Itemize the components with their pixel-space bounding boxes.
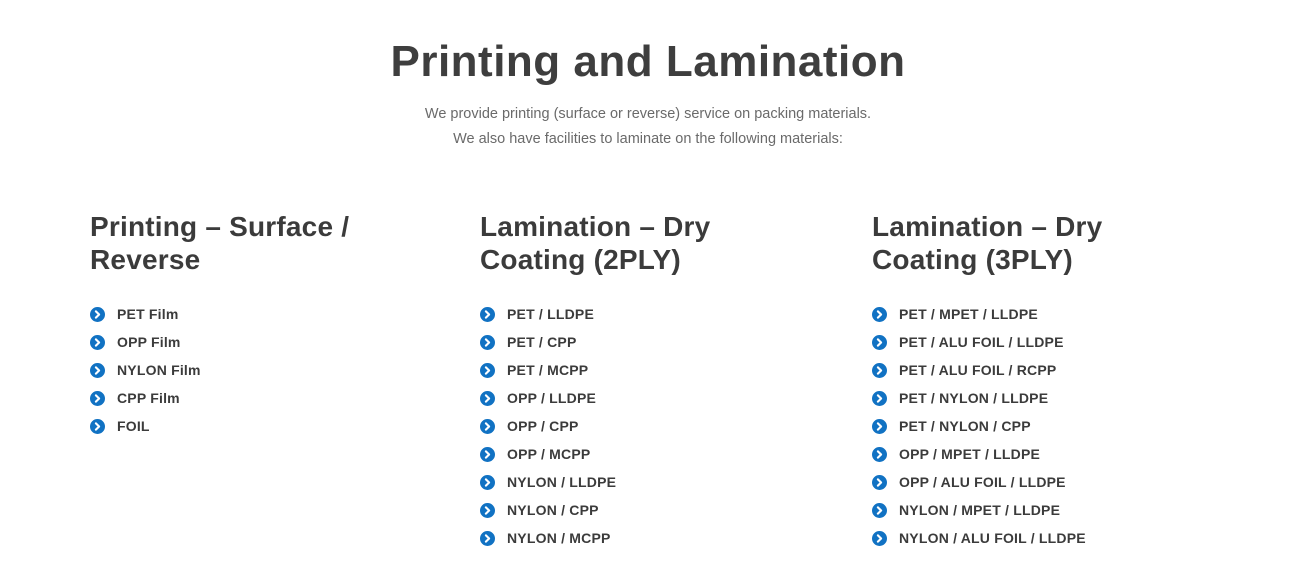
page-subtitle: We provide printing (surface or reverse)… [0, 102, 1296, 152]
page-title: Printing and Lamination [390, 37, 906, 86]
material-label: PET / NYLON / CPP [899, 418, 1031, 435]
chevron-circle-right-icon [872, 306, 887, 322]
chevron-circle-right-icon [480, 418, 495, 434]
list-item: FOIL [90, 412, 450, 440]
chevron-circle-right-icon [90, 306, 105, 322]
material-column-lamination-dry-coating-3ply: Lamination – Dry Coating (3PLY) PET / MPE… [872, 210, 1236, 552]
chevron-circle-right-icon [90, 362, 105, 378]
material-label: PET / MCPP [507, 362, 589, 379]
list-item: PET Film [90, 300, 450, 328]
list-item: PET / ALU FOIL / LLDPE [872, 328, 1206, 356]
material-label: OPP / ALU FOIL / LLDPE [899, 474, 1066, 491]
material-column-lamination-dry-coating-2ply: Lamination – Dry Coating (2PLY) PET / LLD… [480, 210, 872, 552]
material-label: OPP / MPET / LLDPE [899, 446, 1041, 463]
list-item: NYLON / MCPP [480, 524, 842, 552]
chevron-circle-right-icon [480, 334, 495, 350]
chevron-circle-right-icon [872, 418, 887, 434]
materials-columns: Printing – Surface / Reverse PET Film OPP … [90, 210, 1236, 552]
list-item: NYLON Film [90, 356, 450, 384]
material-label: OPP / MCPP [507, 446, 591, 463]
material-label: PET / MPET / LLDPE [899, 306, 1038, 323]
material-label: PET / LLDPE [507, 306, 594, 323]
column-heading: Lamination – Dry Coating (3PLY) [872, 211, 1103, 276]
chevron-circle-right-icon [872, 390, 887, 406]
material-label: OPP Film [117, 334, 181, 351]
material-label: NYLON / MPET / LLDPE [899, 502, 1061, 519]
list-item: PET / MCPP [480, 356, 842, 384]
material-label: OPP / LLDPE [507, 390, 597, 407]
subtitle-line-2: We also have facilities to laminate on t… [453, 131, 843, 148]
material-label: NYLON Film [117, 362, 201, 379]
list-item: PET / MPET / LLDPE [872, 300, 1206, 328]
material-label: PET / NYLON / LLDPE [899, 390, 1049, 407]
material-label: NYLON / CPP [507, 502, 599, 519]
material-label: PET Film [117, 306, 179, 323]
chevron-circle-right-icon [480, 390, 495, 406]
list-item: OPP / MCPP [480, 440, 842, 468]
chevron-circle-right-icon [480, 502, 495, 518]
list-item: OPP Film [90, 328, 450, 356]
list-item: CPP Film [90, 384, 450, 412]
subtitle-line-1: We provide printing (surface or reverse)… [424, 106, 872, 123]
chevron-circle-right-icon [90, 334, 105, 350]
material-label: NYLON / ALU FOIL / LLDPE [899, 530, 1086, 547]
list-item: OPP / LLDPE [480, 384, 842, 412]
list-item: OPP / ALU FOIL / LLDPE [872, 468, 1206, 496]
column-heading: Printing – Surface / Reverse [90, 211, 350, 276]
list-item: NYLON / ALU FOIL / LLDPE [872, 524, 1206, 552]
list-item: PET / CPP [480, 328, 842, 356]
material-label: NYLON / LLDPE [507, 474, 617, 491]
material-column-printing-surface-reverse: Printing – Surface / Reverse PET Film OPP … [90, 210, 480, 552]
chevron-circle-right-icon [480, 306, 495, 322]
chevron-circle-right-icon [872, 446, 887, 462]
list-item: PET / LLDPE [480, 300, 842, 328]
material-label: PET / ALU FOIL / LLDPE [899, 334, 1064, 351]
material-label: FOIL [117, 418, 150, 435]
material-list: PET Film OPP Film NYLON Film CPP Film FOIL [90, 300, 450, 440]
material-label: PET / CPP [507, 334, 577, 351]
chevron-circle-right-icon [872, 502, 887, 518]
list-item: PET / NYLON / CPP [872, 412, 1206, 440]
chevron-circle-right-icon [480, 474, 495, 490]
chevron-circle-right-icon [90, 418, 105, 434]
list-item: PET / ALU FOIL / RCPP [872, 356, 1206, 384]
chevron-circle-right-icon [872, 530, 887, 546]
material-list: PET / MPET / LLDPE PET / ALU FOIL / LLDPE… [872, 300, 1206, 552]
list-item: OPP / MPET / LLDPE [872, 440, 1206, 468]
column-heading: Lamination – Dry Coating (2PLY) [480, 211, 711, 276]
material-label: PET / ALU FOIL / RCPP [899, 362, 1057, 379]
chevron-circle-right-icon [872, 474, 887, 490]
chevron-circle-right-icon [90, 390, 105, 406]
list-item: NYLON / LLDPE [480, 468, 842, 496]
material-list: PET / LLDPE PET / CPP PET / MCPP OPP / LLDP… [480, 300, 842, 552]
chevron-circle-right-icon [480, 362, 495, 378]
material-label: CPP Film [117, 390, 180, 407]
material-label: OPP / CPP [507, 418, 579, 435]
chevron-circle-right-icon [872, 334, 887, 350]
chevron-circle-right-icon [872, 362, 887, 378]
chevron-circle-right-icon [480, 446, 495, 462]
chevron-circle-right-icon [480, 530, 495, 546]
list-item: NYLON / CPP [480, 496, 842, 524]
list-item: NYLON / MPET / LLDPE [872, 496, 1206, 524]
list-item: PET / NYLON / LLDPE [872, 384, 1206, 412]
material-label: NYLON / MCPP [507, 530, 611, 547]
hero-section: Printing and Lamination We provide print… [0, 0, 1296, 152]
list-item: OPP / CPP [480, 412, 842, 440]
